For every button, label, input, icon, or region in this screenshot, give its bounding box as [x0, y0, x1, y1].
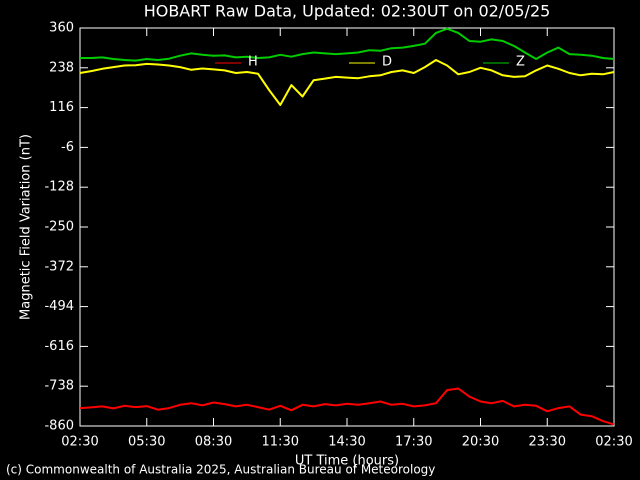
y-tick-label: -860 — [44, 419, 74, 434]
x-tick-label: 02:30 — [61, 435, 98, 450]
y-tick-label: -128 — [44, 180, 74, 195]
x-axis-label: UT Time (hours) — [295, 454, 399, 469]
data-line — [79, 387, 615, 426]
y-tick-label: -738 — [44, 379, 74, 394]
y-tick-label: -6 — [61, 140, 74, 155]
y-tick-label: 360 — [49, 21, 74, 36]
y-tick-label: 116 — [49, 100, 74, 115]
x-tick-label: 14:30 — [328, 435, 365, 450]
x-tick-label: 11:30 — [262, 435, 299, 450]
legend-label: D — [382, 55, 392, 70]
y-tick-label: 238 — [49, 60, 74, 75]
x-tick-label: 20:30 — [462, 435, 499, 450]
x-tick-label: 08:30 — [195, 435, 232, 450]
y-axis-label: Magnetic Field Variation (nT) — [19, 134, 34, 320]
data-line — [79, 59, 615, 106]
y-tick-label: -494 — [44, 299, 74, 314]
x-tick-label: 23:30 — [529, 435, 566, 450]
x-tick-label: 17:30 — [395, 435, 432, 450]
chart-title: HOBART Raw Data, Updated: 02:30UT on 02/… — [144, 2, 551, 21]
legend-label: Z — [516, 55, 525, 70]
y-tick-label: -250 — [44, 220, 74, 235]
y-tick-label: -616 — [44, 339, 74, 354]
x-tick-label: 05:30 — [128, 435, 165, 450]
credit: (c) Commonwealth of Australia 2025, Aust… — [6, 463, 435, 477]
legend-label: H — [248, 55, 258, 70]
y-tick-label: -372 — [44, 259, 74, 274]
data-line — [80, 27, 615, 62]
x-tick-label: 02:30 — [595, 435, 632, 450]
